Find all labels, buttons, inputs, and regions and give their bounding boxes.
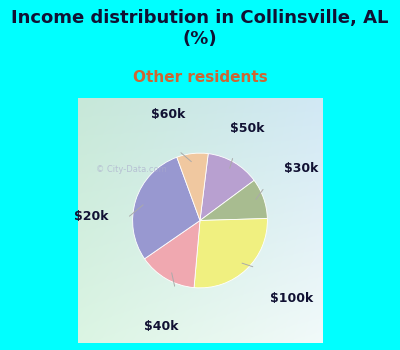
Wedge shape	[200, 180, 267, 220]
Text: $20k: $20k	[74, 210, 108, 223]
Wedge shape	[133, 157, 200, 259]
Text: $30k: $30k	[284, 162, 318, 175]
Wedge shape	[194, 218, 267, 288]
Text: © City-Data.com: © City-Data.com	[96, 164, 167, 174]
Wedge shape	[144, 220, 200, 288]
Text: Income distribution in Collinsville, AL
(%): Income distribution in Collinsville, AL …	[11, 9, 389, 48]
Text: $100k: $100k	[270, 292, 314, 305]
Wedge shape	[177, 153, 208, 220]
Text: $50k: $50k	[230, 122, 265, 135]
Text: Other residents: Other residents	[133, 70, 267, 85]
Text: $40k: $40k	[144, 320, 179, 332]
Wedge shape	[200, 154, 254, 220]
Text: $60k: $60k	[151, 108, 185, 121]
